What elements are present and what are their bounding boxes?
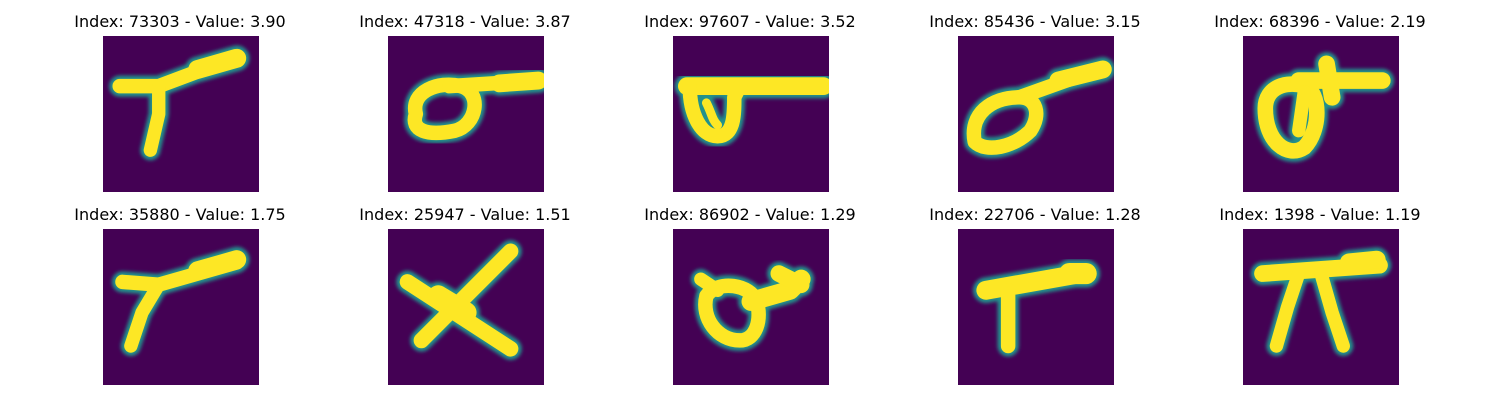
digit-image xyxy=(103,36,259,192)
digit-stroke xyxy=(407,77,482,141)
digit-stroke xyxy=(694,272,725,297)
stroke-core xyxy=(112,48,247,157)
panel-title: Index: 97607 - Value: 3.52 xyxy=(644,12,856,31)
stroke-core xyxy=(115,250,247,353)
digit-image xyxy=(103,229,259,385)
digit-stroke xyxy=(1314,266,1350,353)
digit-image xyxy=(1243,36,1399,192)
panel-title: Index: 25947 - Value: 1.51 xyxy=(359,205,571,224)
digit-stroke xyxy=(1269,266,1306,353)
digit-stroke xyxy=(1318,55,1341,106)
panel-title: Index: 22706 - Value: 1.28 xyxy=(929,205,1141,224)
stroke-core xyxy=(976,262,1097,354)
digit-stroke xyxy=(490,71,544,93)
image-background xyxy=(958,229,1114,385)
digit-stroke xyxy=(427,285,477,324)
digit-stroke xyxy=(1292,85,1311,138)
digit-stroke xyxy=(188,250,247,281)
panel-title: Index: 35880 - Value: 1.75 xyxy=(74,205,286,224)
digit-stroke xyxy=(124,278,166,353)
panel-title: Index: 1398 - Value: 1.19 xyxy=(1219,205,1421,224)
digit-stroke xyxy=(682,78,748,144)
digit-stroke xyxy=(966,90,1044,155)
digit-image xyxy=(388,229,544,385)
panel-title: Index: 47318 - Value: 3.87 xyxy=(359,12,571,31)
digit-image xyxy=(958,36,1114,192)
stroke-core xyxy=(1257,55,1391,159)
stroke-core xyxy=(966,60,1112,155)
stroke-core xyxy=(399,243,519,357)
digit-stroke xyxy=(698,278,766,348)
stroke-core xyxy=(407,71,544,141)
stroke-core xyxy=(678,77,829,144)
digit-image xyxy=(673,229,829,385)
digit-stroke xyxy=(1339,250,1386,272)
panel-title: Index: 85436 - Value: 3.15 xyxy=(929,12,1141,31)
digit-image xyxy=(673,36,829,192)
digit-stroke xyxy=(701,98,723,130)
stroke-core xyxy=(694,265,811,348)
digit-stroke xyxy=(770,265,810,294)
digit-stroke xyxy=(1257,76,1325,159)
digit-image xyxy=(1243,229,1399,385)
digit-stroke xyxy=(143,79,166,157)
panel-title: Index: 86902 - Value: 1.29 xyxy=(644,205,856,224)
panel-title: Index: 68396 - Value: 2.19 xyxy=(1214,12,1426,31)
digit-stroke xyxy=(188,48,247,79)
digit-stroke xyxy=(1049,60,1112,90)
stroke-core xyxy=(1254,250,1388,353)
panel-title: Index: 73303 - Value: 3.90 xyxy=(74,12,286,31)
digit-image xyxy=(958,229,1114,385)
digit-image xyxy=(388,36,544,192)
